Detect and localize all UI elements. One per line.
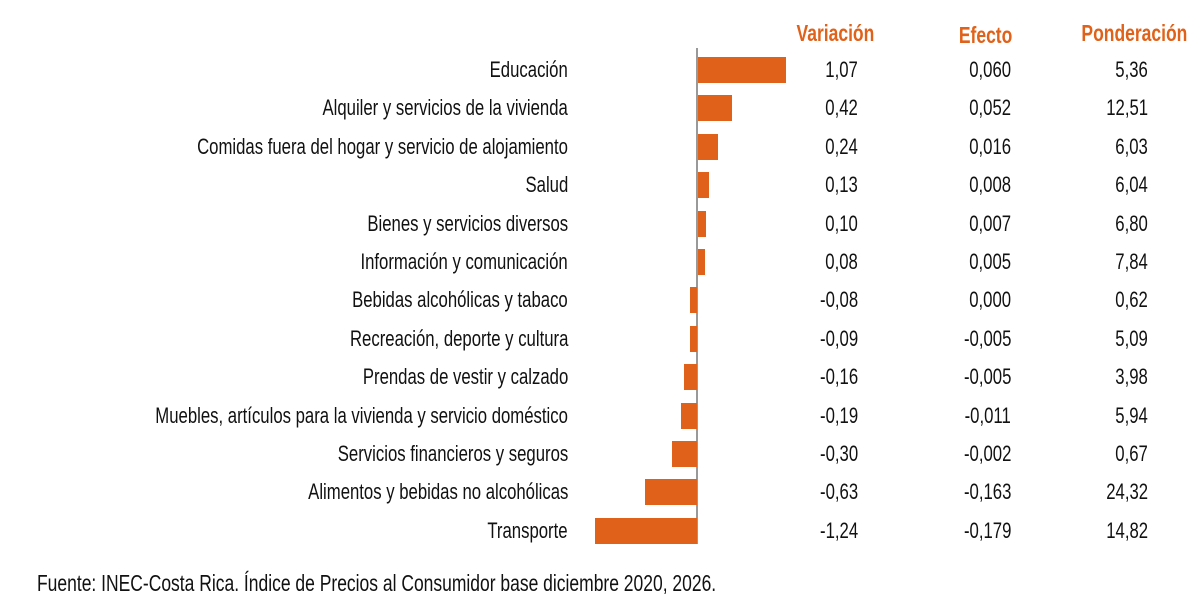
category-label: Bienes y servicios diversos: [367, 210, 568, 236]
efecto-value: 0,016: [969, 133, 1011, 159]
ponderacion-value: 3,98: [1115, 364, 1148, 390]
header-variacion: Variación: [796, 20, 874, 46]
bar: [698, 210, 707, 237]
bar: [645, 479, 697, 506]
bar: [681, 402, 697, 429]
efecto-value: -0,005: [963, 364, 1011, 390]
efecto-value: -0,163: [963, 479, 1011, 505]
bar: [672, 441, 697, 467]
variacion-value: -1,24: [819, 517, 858, 543]
header-efecto: Efecto: [958, 22, 1012, 48]
efecto-value: 0,060: [969, 57, 1011, 82]
ponderacion-value: 24,32: [1106, 479, 1148, 505]
variacion-value: -0,09: [819, 325, 858, 351]
category-label: Bebidas alcohólicas y tabaco: [352, 287, 568, 313]
category-label: Servicios financieros y seguros: [337, 441, 568, 466]
variacion-value: -0,08: [819, 287, 858, 313]
efecto-value: 0,005: [969, 249, 1011, 274]
efecto-value: 0,000: [969, 287, 1011, 313]
efecto-value: 0,052: [969, 95, 1011, 121]
bar: [595, 517, 697, 544]
bar: [683, 364, 697, 391]
efecto-value: -0,002: [963, 441, 1011, 466]
variacion-value: 0,24: [825, 133, 858, 159]
source-note: Fuente: INEC-Costa Rica. Índice de Preci…: [37, 570, 717, 596]
ponderacion-value: 12,51: [1106, 95, 1148, 121]
bar: [698, 57, 786, 83]
efecto-value: -0,005: [963, 325, 1011, 351]
variacion-value: -0,16: [819, 364, 858, 390]
category-label: Comidas fuera del hogar y servicio de al…: [197, 133, 568, 159]
variacion-value: 1,07: [825, 57, 858, 82]
efecto-value: -0,179: [963, 517, 1011, 543]
category-label: Salud: [525, 172, 568, 198]
category-label: Transporte: [487, 517, 568, 543]
variacion-value: 0,13: [825, 172, 858, 198]
bar: [689, 325, 697, 352]
ponderacion-value: 7,84: [1115, 249, 1148, 274]
variacion-value: 0,08: [825, 249, 858, 274]
ponderacion-value: 6,80: [1115, 210, 1148, 236]
bar: [698, 249, 705, 275]
efecto-value: 0,008: [969, 172, 1011, 198]
variacion-value: 0,42: [825, 95, 858, 121]
ponderacion-value: 0,62: [1115, 287, 1148, 313]
category-label: Recreación, deporte y cultura: [349, 325, 568, 351]
ponderacion-value: 6,04: [1115, 172, 1148, 198]
ponderacion-value: 0,67: [1115, 441, 1148, 466]
variacion-value: -0,63: [819, 479, 858, 505]
ponderacion-value: 14,82: [1106, 517, 1148, 543]
bar: [698, 95, 733, 122]
efecto-value: 0,007: [969, 210, 1011, 236]
ponderacion-value: 5,09: [1115, 325, 1148, 351]
ponderacion-value: 6,03: [1115, 133, 1148, 159]
variacion-value: 0,10: [825, 210, 858, 236]
category-label: Muebles, artículos para la vivienda y se…: [155, 402, 568, 428]
bar: [698, 172, 709, 199]
category-label: Educación: [489, 57, 568, 82]
category-label: Alimentos y bebidas no alcohólicas: [307, 479, 568, 505]
ponderacion-value: 5,94: [1115, 402, 1148, 428]
category-label: Información y comunicación: [360, 249, 568, 274]
bar: [690, 287, 697, 314]
ponderacion-value: 5,36: [1115, 57, 1148, 82]
bar: [698, 133, 718, 160]
variacion-value: -0,30: [819, 441, 858, 466]
variacion-value: -0,19: [819, 402, 858, 428]
category-label: Prendas de vestir y calzado: [362, 364, 568, 390]
zero-axis: [696, 48, 698, 544]
efecto-value: -0,011: [964, 402, 1011, 428]
header-ponderacion: Ponderación: [1081, 20, 1187, 46]
category-label: Alquiler y servicios de la vivienda: [322, 95, 568, 121]
